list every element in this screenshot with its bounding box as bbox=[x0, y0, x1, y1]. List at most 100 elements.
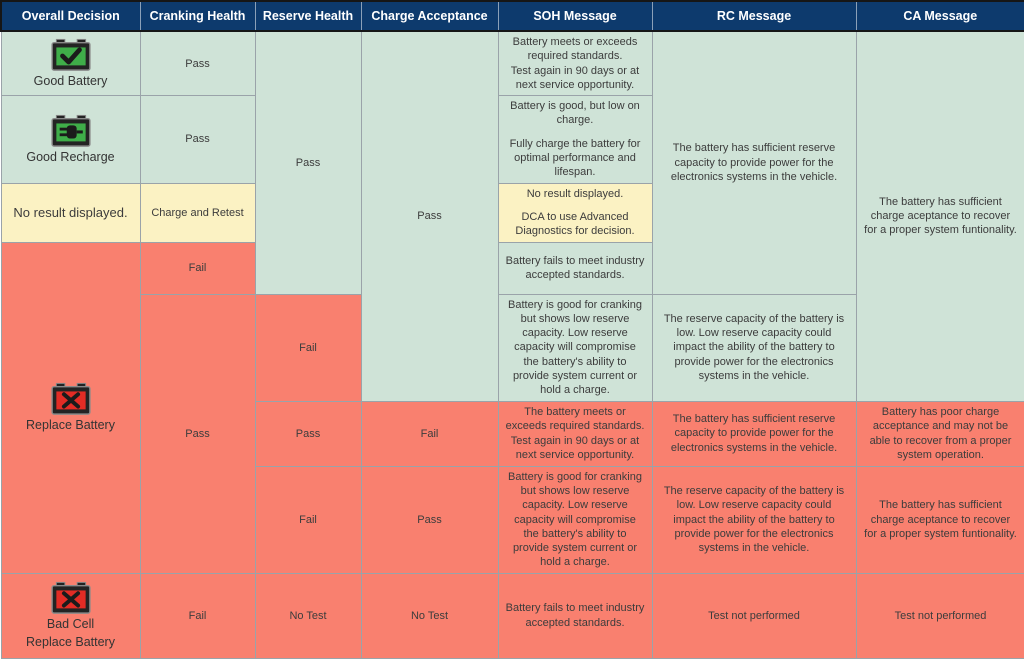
battery-plug-icon bbox=[50, 114, 92, 148]
soh-message-text: Battery is good for cranking but shows l… bbox=[508, 470, 642, 569]
table-row: Bad Cell Replace Battery Fail No Test No Tes… bbox=[0, 572, 1024, 659]
cell-charge-acceptance: Fail bbox=[360, 400, 499, 467]
cell-soh-message: Battery is good for cranking but shows l… bbox=[497, 293, 653, 402]
cell-soh-message: Battery is good, but low on charge. Fully… bbox=[497, 95, 653, 184]
cell-cranking-health: Fail bbox=[139, 241, 256, 295]
battery-x-icon bbox=[50, 382, 92, 416]
reserve-health-value: Pass bbox=[295, 427, 321, 440]
cell-reserve-health: No Test bbox=[254, 572, 362, 659]
cell-cranking-health: Fail bbox=[139, 572, 256, 659]
rc-message-text: The reserve capacity of the battery is l… bbox=[663, 312, 845, 383]
cell-cranking-health: Pass bbox=[139, 30, 256, 97]
decision-label: Good Battery bbox=[33, 73, 108, 88]
column-header-reserve-health: Reserve Health bbox=[254, 0, 362, 32]
column-header-cranking-health: Cranking Health bbox=[139, 0, 256, 32]
ca-message-value: Test not performed bbox=[894, 609, 987, 622]
cell-cranking-health: Pass bbox=[139, 95, 256, 184]
overall-decision-value: No result displayed. bbox=[13, 205, 128, 221]
decision-indicator: Good Battery bbox=[9, 38, 133, 90]
charge-acceptance-value: Pass bbox=[417, 513, 442, 526]
cell-charge-acceptance: No Test bbox=[360, 572, 499, 659]
charge-acceptance-value: Fail bbox=[420, 427, 439, 440]
cell-soh-message: No result displayed. DCA to use Advanced … bbox=[497, 182, 653, 243]
table-row: Good Battery Pass Pass Pass Battery meets or… bbox=[0, 30, 1024, 402]
cell-rc-message: The reserve capacity of the battery is l… bbox=[651, 465, 857, 574]
reserve-health-value: Pass bbox=[295, 156, 321, 169]
decision-label: Good Recharge bbox=[26, 149, 115, 164]
table-body: Good Battery Pass Pass Pass Battery meets or… bbox=[0, 30, 1024, 659]
cell-reserve-health: Pass bbox=[254, 400, 362, 467]
decision-indicator: Bad Cell Replace Battery bbox=[9, 581, 133, 650]
cell-overall-decision: Bad Cell Replace Battery bbox=[0, 572, 141, 659]
cell-cranking-health: Pass bbox=[139, 293, 256, 574]
soh-message-text: Battery is good for cranking but shows l… bbox=[508, 298, 642, 397]
cell-soh-message: Battery is good for cranking but shows l… bbox=[497, 465, 653, 574]
cell-overall-decision: Good Recharge bbox=[0, 95, 141, 184]
cranking-health-value: Pass bbox=[185, 427, 210, 440]
soh-message-text: Battery fails to meet industry accepted … bbox=[505, 602, 645, 629]
table-row: No result displayed. Charge and Retest No … bbox=[0, 182, 1024, 243]
cell-reserve-health: Fail bbox=[254, 465, 362, 574]
cell-soh-message: The battery meets or exceeds required st… bbox=[497, 400, 653, 467]
cell-rc-message: The battery has sufficient reserve capac… bbox=[651, 400, 857, 467]
cell-soh-message: Battery fails to meet industry accepted … bbox=[497, 241, 653, 295]
soh-message-text: The battery meets or exceeds required st… bbox=[505, 406, 645, 433]
cell-soh-message: Battery fails to meet industry accepted … bbox=[497, 572, 653, 659]
cranking-health-value: Fail bbox=[188, 262, 207, 275]
decision-indicator: Good Recharge bbox=[9, 114, 133, 166]
cranking-health-value: Fail bbox=[188, 609, 207, 622]
decision-label: Replace Battery bbox=[26, 634, 115, 649]
soh-message-text: Battery is good, but low on charge. bbox=[510, 100, 640, 127]
cell-rc-message: The reserve capacity of the battery is l… bbox=[651, 293, 857, 402]
charge-acceptance-value: Pass bbox=[417, 210, 442, 223]
table-row: Pass Fail The battery meets or exceeds req… bbox=[1, 400, 1024, 467]
table-row: Good Recharge Pass Battery is good, but lo… bbox=[0, 95, 1024, 184]
cell-overall-decision: No result displayed. bbox=[0, 182, 141, 243]
cell-overall-decision: Good Battery bbox=[0, 30, 141, 97]
table-row: Fail Pass Battery is good for cranking but… bbox=[1, 465, 1024, 574]
ca-message-text: The battery has sufficient charge acepta… bbox=[864, 195, 1017, 237]
reserve-health-value: Fail bbox=[299, 513, 317, 526]
cell-ca-message: The battery has sufficient charge acepta… bbox=[855, 465, 1024, 574]
soh-message-text: Fully charge the battery for optimal per… bbox=[509, 137, 641, 179]
decision-indicator: Replace Battery bbox=[9, 382, 133, 434]
reserve-health-value: No Test bbox=[289, 609, 327, 622]
table-row: Pass Fail Battery is good for cranking but… bbox=[1, 293, 1024, 574]
table-header-row: Overall Decision Cranking Health Reserve H… bbox=[0, 0, 1024, 32]
cell-overall-decision: Replace Battery bbox=[0, 241, 141, 574]
table-row: Replace Battery Fail Battery fails to meet… bbox=[0, 241, 1024, 574]
rc-message-text: The battery has sufficient reserve capac… bbox=[670, 413, 838, 454]
cell-cranking-health: Charge and Retest bbox=[139, 182, 256, 243]
column-header-rc-message: RC Message bbox=[651, 0, 857, 32]
rc-message-text: The reserve capacity of the battery is l… bbox=[663, 484, 845, 555]
soh-message-text: Test again in 90 days or at next service… bbox=[510, 64, 640, 91]
reserve-health-value: Fail bbox=[299, 341, 317, 354]
cranking-health-value: Pass bbox=[185, 133, 210, 146]
cell-charge-acceptance: Pass bbox=[360, 30, 499, 402]
column-header-soh-message: SOH Message bbox=[497, 0, 653, 32]
cell-rc-message: The battery has sufficient reserve capac… bbox=[651, 30, 857, 295]
decision-label: Replace Battery bbox=[26, 417, 115, 432]
cell-reserve-health: Pass bbox=[254, 30, 362, 295]
soh-message-text: No result displayed. bbox=[526, 187, 624, 200]
battery-check-icon bbox=[50, 38, 92, 72]
soh-message-text: DCA to use Advanced Diagnostics for deci… bbox=[515, 210, 635, 238]
column-header-overall-decision: Overall Decision bbox=[0, 0, 141, 32]
cell-ca-message: The battery has sufficient charge acepta… bbox=[855, 30, 1024, 402]
rc-message-value: Test not performed bbox=[708, 609, 800, 622]
column-header-ca-message: CA Message bbox=[855, 0, 1024, 32]
cell-rc-message: Test not performed bbox=[651, 572, 857, 659]
charge-acceptance-value: No Test bbox=[410, 609, 449, 622]
cell-charge-acceptance: Pass bbox=[360, 465, 499, 574]
cranking-health-value: Charge and Retest bbox=[151, 206, 244, 219]
rc-message-text: The battery has sufficient reserve capac… bbox=[670, 142, 838, 183]
soh-message-text: Battery meets or exceeds required standa… bbox=[512, 36, 638, 63]
soh-message-text: Battery fails to meet industry accepted … bbox=[505, 254, 645, 282]
cranking-health-value: Pass bbox=[185, 57, 210, 70]
soh-message-text: Test again in 90 days or at next service… bbox=[510, 434, 640, 461]
ca-message-text: Battery has poor charge acceptance and m… bbox=[869, 406, 1012, 461]
cell-soh-message: Battery meets or exceeds required standa… bbox=[497, 30, 653, 97]
cell-ca-message: Battery has poor charge acceptance and m… bbox=[855, 400, 1024, 467]
column-header-charge-acceptance: Charge Acceptance bbox=[360, 0, 499, 32]
